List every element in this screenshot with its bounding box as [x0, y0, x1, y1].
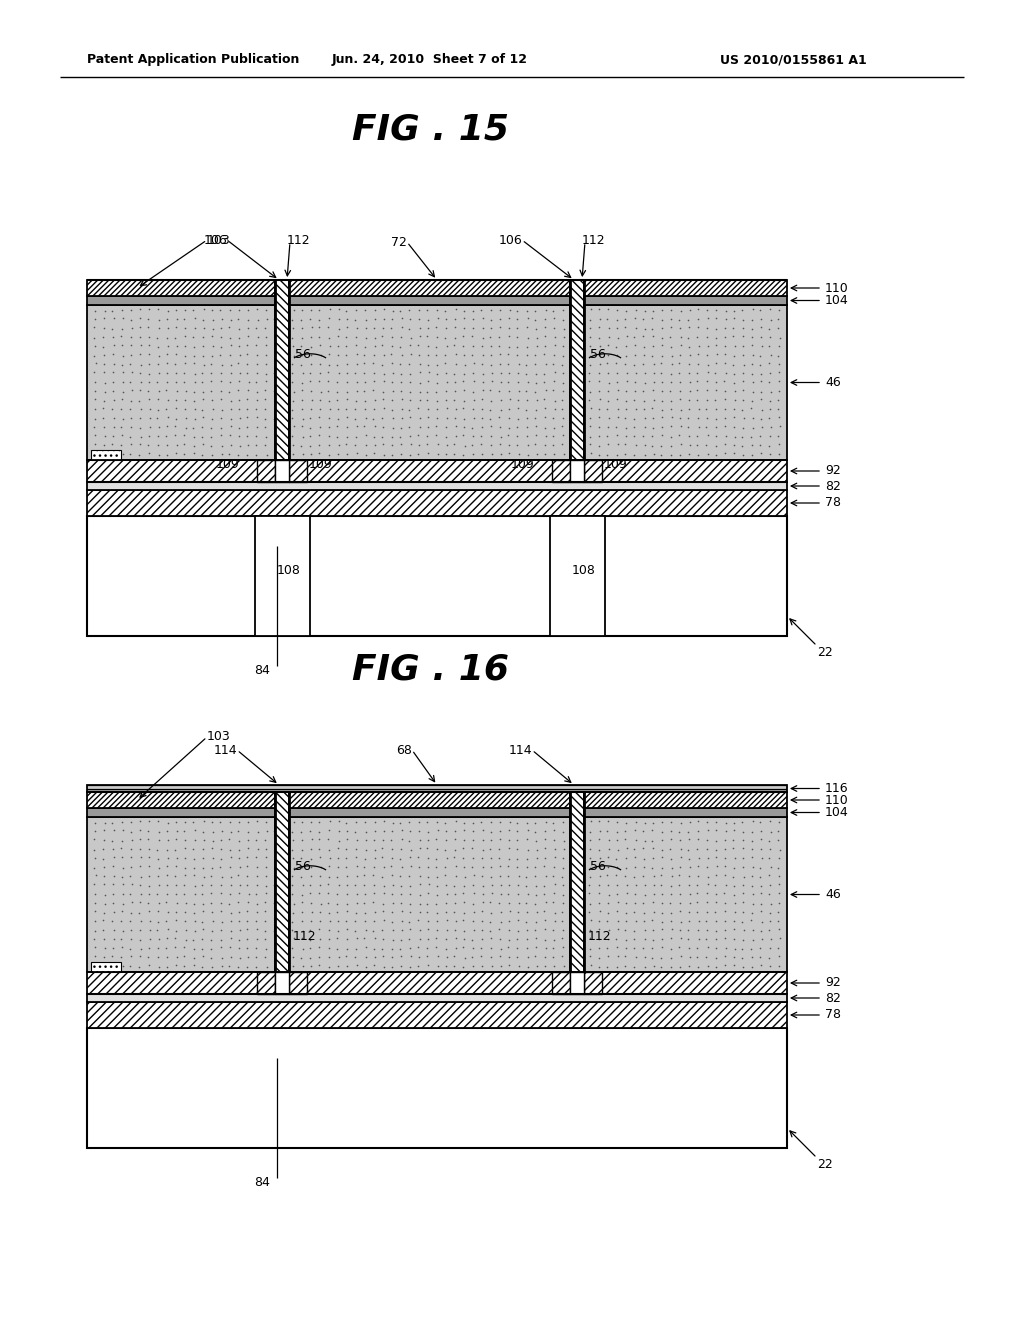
Text: 92: 92 [825, 465, 841, 478]
Bar [552, 972, 570, 994]
Text: 109: 109 [309, 458, 333, 471]
Text: Patent Application Publication: Patent Application Publication [87, 54, 299, 66]
Text: 82: 82 [825, 479, 841, 492]
Text: 116: 116 [825, 781, 849, 795]
Text: 104: 104 [825, 294, 849, 308]
Text: 108: 108 [278, 565, 301, 578]
Text: 72: 72 [391, 235, 407, 248]
Text: 112: 112 [582, 234, 605, 247]
Bar [87, 972, 787, 994]
Text: 114: 114 [213, 743, 237, 756]
Bar [87, 1028, 787, 1148]
Text: 46: 46 [825, 376, 841, 389]
Bar [584, 972, 602, 994]
Text: 112: 112 [588, 931, 611, 944]
Bar [87, 280, 787, 296]
Text: 109: 109 [510, 458, 534, 471]
Text: Jun. 24, 2010  Sheet 7 of 12: Jun. 24, 2010 Sheet 7 of 12 [332, 54, 528, 66]
Text: 112: 112 [287, 234, 310, 247]
Bar [87, 305, 787, 459]
Bar [87, 817, 787, 972]
Text: FIG . 16: FIG . 16 [351, 653, 509, 686]
Text: 56: 56 [590, 348, 606, 362]
Bar [550, 516, 605, 636]
Bar [275, 972, 289, 994]
Text: 109: 109 [215, 458, 239, 471]
Text: 103: 103 [207, 234, 230, 247]
Bar [275, 792, 289, 972]
Bar [87, 994, 787, 1002]
Bar [289, 972, 307, 994]
Text: 104: 104 [825, 807, 849, 818]
Bar [91, 962, 121, 972]
Bar [87, 808, 787, 817]
Text: 68: 68 [396, 743, 412, 756]
Text: 56: 56 [590, 861, 606, 874]
Bar [570, 972, 584, 994]
Bar [87, 482, 787, 490]
Bar [87, 296, 787, 305]
Bar [87, 516, 787, 636]
Text: 103: 103 [207, 730, 230, 743]
Text: 106: 106 [203, 234, 227, 247]
Bar [275, 280, 289, 459]
Text: FIG . 15: FIG . 15 [351, 114, 509, 147]
Bar [87, 792, 787, 808]
Text: 112: 112 [293, 931, 316, 944]
Bar [289, 459, 307, 482]
Bar [91, 450, 121, 459]
Bar [87, 459, 787, 482]
Text: 110: 110 [825, 281, 849, 294]
Bar [257, 972, 275, 994]
Text: 84: 84 [254, 664, 270, 677]
Bar [570, 280, 584, 459]
Bar [275, 459, 289, 482]
Text: 56: 56 [295, 861, 311, 874]
Text: 78: 78 [825, 496, 841, 510]
Text: 84: 84 [254, 1176, 270, 1189]
Bar [257, 459, 275, 482]
Text: 56: 56 [295, 348, 311, 362]
Bar [87, 490, 787, 516]
Text: 109: 109 [604, 458, 628, 471]
Text: 106: 106 [499, 234, 522, 247]
Text: 22: 22 [817, 1158, 833, 1171]
Bar [255, 516, 310, 636]
Bar [570, 459, 584, 482]
Text: 108: 108 [572, 565, 596, 578]
Text: 22: 22 [817, 645, 833, 659]
Bar [552, 459, 570, 482]
Bar [87, 1002, 787, 1028]
Text: 114: 114 [508, 743, 532, 756]
Text: US 2010/0155861 A1: US 2010/0155861 A1 [720, 54, 866, 66]
Bar [584, 459, 602, 482]
Bar [87, 785, 787, 792]
Text: 46: 46 [825, 888, 841, 902]
Bar [570, 792, 584, 972]
Text: 78: 78 [825, 1008, 841, 1022]
Text: 110: 110 [825, 793, 849, 807]
Text: 82: 82 [825, 991, 841, 1005]
Text: 92: 92 [825, 977, 841, 990]
